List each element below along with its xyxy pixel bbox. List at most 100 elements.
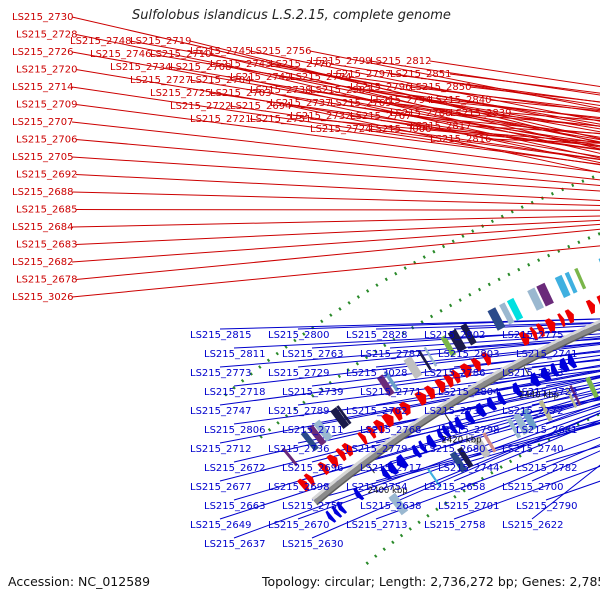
forward-gene-label: LS215_2728	[16, 30, 77, 41]
reverse-gene-arrow	[418, 440, 429, 454]
reverse-gene-label: LS215_2775	[502, 330, 563, 341]
forward-gene-label: LS215_2797	[330, 69, 391, 80]
reverse-gene-label: LS215_2696	[282, 463, 343, 474]
reverse-gene-label: LS215_2700	[502, 482, 563, 493]
reverse-gene-label: LS215_2757	[282, 501, 343, 512]
forward-gene-label: LS215_3006	[370, 124, 431, 135]
reverse-leader-line	[233, 402, 600, 539]
reverse-gene-label: LS215_2798	[438, 425, 499, 436]
forward-gene-arrow	[357, 432, 368, 445]
forward-gene-label: LS215_2684	[12, 222, 73, 233]
forward-leader-line	[349, 115, 600, 151]
forward-leader-line	[429, 128, 600, 143]
reverse-gene-label: LS215_2717	[360, 463, 421, 474]
forward-gene-label: LS215_2737	[270, 98, 331, 109]
forward-gene-label: LS215_2732	[290, 111, 351, 122]
forward-gene-label: LS215_2796	[350, 82, 411, 93]
reverse-leader-line	[311, 412, 600, 539]
forward-gene-arrow	[414, 391, 427, 406]
forward-gene-arrow	[459, 363, 472, 379]
reverse-gene-label: LS215_2711	[282, 425, 343, 436]
forward-gene-label: LS215_2726	[12, 47, 73, 58]
reverse-leader-line	[311, 369, 600, 425]
forward-gene-arrow	[398, 401, 411, 416]
forward-gene-arrow	[535, 323, 545, 338]
forward-gene-arrow	[335, 448, 347, 462]
forward-leader-line	[269, 63, 600, 127]
forward-annotation-block	[403, 355, 423, 380]
forward-leader-line	[389, 73, 600, 103]
forward-annotation-block	[440, 335, 457, 357]
forward-gene-label: LS215_2816	[430, 134, 491, 145]
reverse-gene-label: LS215_2698	[268, 482, 329, 493]
forward-gene-arrow	[481, 351, 492, 366]
reverse-gene-label: LS215_2772	[502, 406, 563, 417]
reverse-leader-line	[311, 328, 600, 349]
reverse-gene-label: LS215_2729	[268, 368, 329, 379]
ruler-tick	[523, 366, 530, 376]
forward-gene-arrow	[317, 461, 330, 476]
forward-leader-line	[229, 105, 600, 160]
forward-gene-label: LS215_2839	[450, 108, 511, 119]
reverse-annotation-block	[449, 451, 468, 473]
forward-annotation-block	[330, 407, 350, 429]
forward-leader-line	[75, 104, 600, 173]
forward-gene-label: LS215_2704	[190, 75, 251, 86]
ruler-label: 2420 kbp	[441, 435, 481, 445]
reverse-gene-arrow	[559, 357, 570, 373]
reverse-gene-label: LS215_2789	[268, 406, 329, 417]
forward-leader-line	[249, 118, 600, 165]
forward-gene-arrow	[341, 442, 354, 457]
forward-leader-line	[169, 66, 600, 141]
forward-leader-line	[75, 139, 600, 186]
backbone-shadow	[316, 328, 600, 506]
reverse-gene-label: LS215_2763	[282, 349, 343, 360]
forward-leader-line	[449, 73, 600, 94]
forward-leader-line	[289, 76, 600, 133]
forward-gene-label: LS215_2724	[310, 124, 371, 135]
backbone-highlight	[311, 319, 600, 501]
reverse-gene-label: LS215_2739	[282, 387, 343, 398]
reverse-gene-arrow	[550, 362, 560, 377]
reverse-gene-label: LS215_2681	[516, 425, 577, 436]
forward-leader-line	[309, 89, 600, 138]
forward-gene-label: LS215_2719	[130, 36, 191, 47]
forward-annotation-block	[423, 346, 438, 367]
reverse-gene-label: LS215_2771	[360, 387, 421, 398]
forward-leader-line	[269, 92, 600, 164]
reverse-gene-label: LS215_2800	[268, 330, 329, 341]
reverse-gene-label: LS215_2622	[502, 520, 563, 531]
reverse-leader-line	[233, 375, 600, 425]
ruler-label: 2440 kbp	[519, 390, 559, 400]
reverse-gene-label: LS215_2786	[424, 368, 485, 379]
reverse-gene-arrow	[396, 454, 409, 469]
reverse-leader-line	[219, 354, 600, 406]
forward-gene-label: LS215_2840	[430, 95, 491, 106]
forward-gene-label: LS215_2776	[270, 59, 331, 70]
forward-annotation-block	[564, 271, 578, 294]
reverse-gene-arrow	[387, 461, 399, 475]
forward-leader-line	[429, 60, 600, 88]
reverse-gene-label: LS215_2658	[424, 482, 485, 493]
forward-gene-label: LS215_2720	[16, 65, 77, 76]
reverse-gene-label: LS215_2670	[268, 520, 329, 531]
reverse-leader-line	[297, 366, 600, 406]
forward-leader-line	[75, 228, 600, 280]
reverse-gene-label: LS215_2736	[268, 444, 329, 455]
reverse-gene-arrow	[436, 428, 447, 442]
reverse-gene-arrow	[512, 382, 523, 397]
reverse-gene-label: LS215_2779	[346, 444, 407, 455]
forward-gene-arrow	[434, 378, 446, 394]
reverse-gene-arrow	[411, 444, 423, 458]
forward-gene-label: LS215_2743	[210, 59, 271, 70]
forward-gene-label: LS215_2688	[12, 187, 73, 198]
forward-gene-label: LS215_2705	[12, 152, 73, 163]
forward-annotation-block	[313, 419, 333, 442]
forward-gene-label: LS215_3026	[12, 292, 73, 303]
reverse-gene-label: LS215_2680	[424, 444, 485, 455]
reverse-gene-arrow	[541, 367, 552, 382]
forward-leader-line	[71, 51, 600, 147]
reverse-gene-label: LS215_2723	[516, 387, 577, 398]
forward-annotation-block	[527, 287, 544, 311]
forward-leader-line	[71, 191, 600, 206]
